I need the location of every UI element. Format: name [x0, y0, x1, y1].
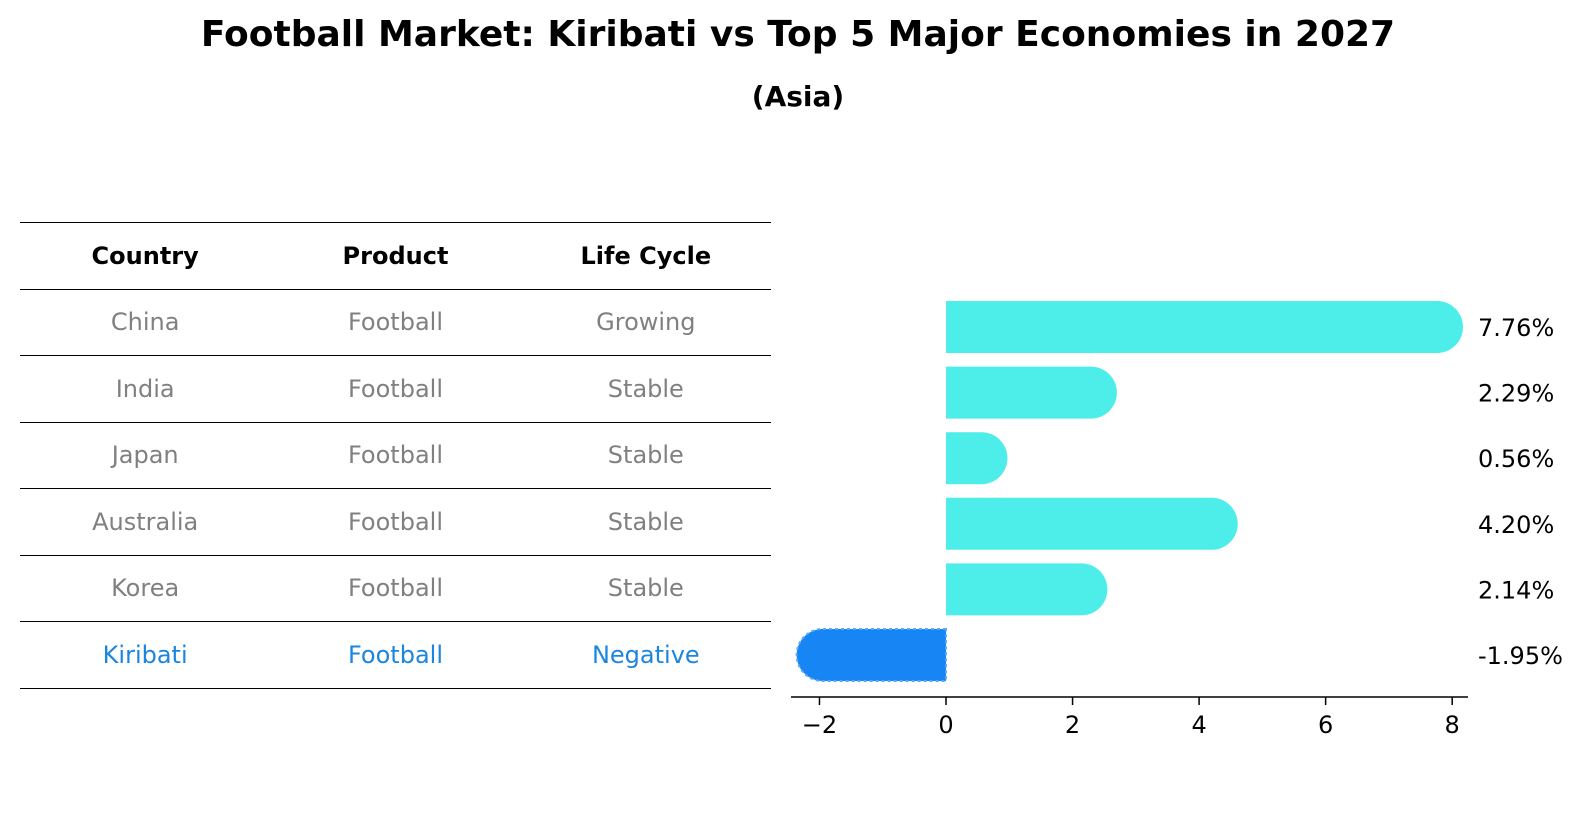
- bar: [946, 497, 1238, 550]
- product-cell: Football: [347, 574, 443, 603]
- chart-title: Football Market: Kiribati vs Top 5 Major…: [200, 14, 1396, 55]
- product-cell: Football: [347, 640, 443, 669]
- product-cell: Football: [347, 374, 443, 403]
- bar-value-label: 2.14%: [1478, 576, 1554, 604]
- country-cell: Kiribati: [102, 640, 188, 669]
- life-cycle-cell: Stable: [607, 441, 684, 470]
- x-tick-label: 4: [1191, 711, 1206, 739]
- life-cycle-cell: Stable: [607, 574, 684, 603]
- table-row: China Football Growing: [20, 288, 771, 356]
- header-product: Product: [342, 241, 449, 270]
- bar-highlighted: [795, 628, 948, 682]
- country-cell: India: [115, 374, 175, 403]
- chart-subtitle: (Asia): [751, 80, 845, 113]
- x-tick-label: −2: [802, 711, 837, 739]
- bar: [946, 563, 1108, 616]
- x-tick-label: 0: [938, 711, 953, 739]
- bar-value-label: 0.56%: [1478, 445, 1554, 473]
- bar-value-label: 2.29%: [1478, 380, 1554, 408]
- x-tick-label: 6: [1318, 711, 1333, 739]
- bar-value-label: -1.95%: [1478, 642, 1563, 670]
- bar: [946, 432, 1008, 485]
- life-cycle-cell: Stable: [607, 374, 684, 403]
- x-tick-label: 2: [1065, 711, 1080, 739]
- table-row-highlighted: Kiribati Football Negative: [20, 621, 771, 689]
- country-cell: Japan: [111, 441, 179, 470]
- bar: [946, 301, 1463, 353]
- bar-value-label: 7.76%: [1478, 314, 1554, 342]
- header-life-cycle: Life Cycle: [580, 241, 712, 270]
- country-cell: China: [110, 308, 180, 337]
- table-row: Japan Football Stable: [20, 421, 771, 489]
- table-row: Australia Football Stable: [20, 488, 771, 555]
- country-cell: Australia: [92, 507, 199, 536]
- bar-value-label: 4.20%: [1478, 511, 1554, 539]
- table-header-row: Country Product Life Cycle: [20, 222, 771, 289]
- header-country: Country: [91, 241, 199, 270]
- product-cell: Football: [347, 441, 443, 470]
- product-cell: Football: [347, 308, 443, 337]
- life-cycle-cell: Stable: [607, 507, 684, 536]
- country-cell: Korea: [111, 574, 180, 603]
- product-cell: Football: [347, 507, 443, 536]
- life-cycle-cell: Negative: [591, 640, 700, 669]
- comparison-table: Country Product Life Cycle China Footbal…: [20, 222, 771, 689]
- table-row: Korea Football Stable: [20, 554, 771, 622]
- x-tick-label: 8: [1445, 711, 1460, 739]
- bar: [946, 366, 1117, 419]
- table-row: India Football Stable: [20, 355, 771, 422]
- life-cycle-cell: Growing: [596, 308, 696, 337]
